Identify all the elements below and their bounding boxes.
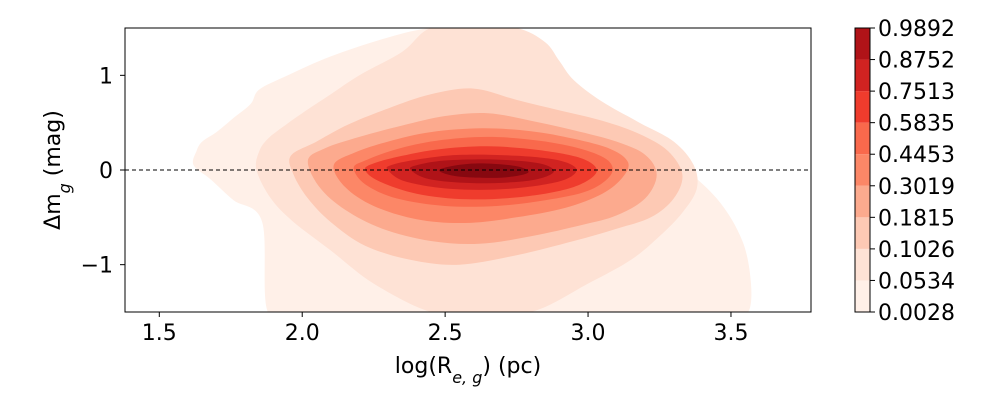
colorbar-segment	[855, 280, 870, 312]
y-tick-label: 1	[99, 64, 113, 89]
x-tick-label: 2.0	[285, 321, 320, 346]
colorbar-tick-labels: 0.0028 0.0534 0.1026 0.1815 0.3019 0.4453 0.58…	[870, 17, 955, 326]
contour-level-0.9892	[439, 163, 529, 178]
colorbar-tick-label: 0.9892	[878, 17, 955, 42]
colorbar-segment	[855, 28, 870, 60]
x-axis-ticks: 1.5 2.0 2.5 3.0 3.5	[142, 312, 748, 346]
x-tick-label: 3.5	[713, 321, 748, 346]
x-tick-label: 3.0	[571, 321, 606, 346]
colorbar-tick-label: 0.5835	[878, 112, 955, 137]
colorbar-segment	[855, 91, 870, 123]
contour-fills	[192, 28, 752, 312]
colorbar	[854, 27, 871, 313]
colorbar-tick-label: 0.1815	[878, 206, 955, 231]
colorbar-tick-label: 0.1026	[878, 238, 955, 263]
colorbar-tick-label: 0.8752	[878, 49, 955, 74]
y-axis-ticks: 1 0 −1	[81, 64, 125, 279]
colorbar-tick-label: 0.3019	[878, 175, 955, 200]
colorbar-segment	[855, 248, 870, 281]
colorbar-tick-label: 0.0534	[878, 269, 955, 294]
x-tick-label: 2.5	[428, 321, 463, 346]
x-axis-label: log(Re, g) (pc)	[395, 354, 541, 387]
colorbar-segment	[855, 185, 870, 218]
colorbar-segment	[855, 154, 870, 186]
colorbar-tick-label: 0.7513	[878, 80, 955, 105]
colorbar-frame	[854, 27, 871, 313]
x-tick-label: 1.5	[142, 321, 177, 346]
y-axis-label: Δmg (mag)	[41, 110, 74, 230]
y-tick-label: −1	[81, 254, 113, 279]
colorbar-segment	[855, 122, 870, 155]
colorbar-segment	[855, 59, 870, 92]
y-tick-label: 0	[99, 159, 113, 184]
colorbar-tick-label: 0.4453	[878, 143, 955, 168]
colorbar-segment	[855, 217, 870, 249]
colorbar-tick-label: 0.0028	[878, 301, 955, 326]
